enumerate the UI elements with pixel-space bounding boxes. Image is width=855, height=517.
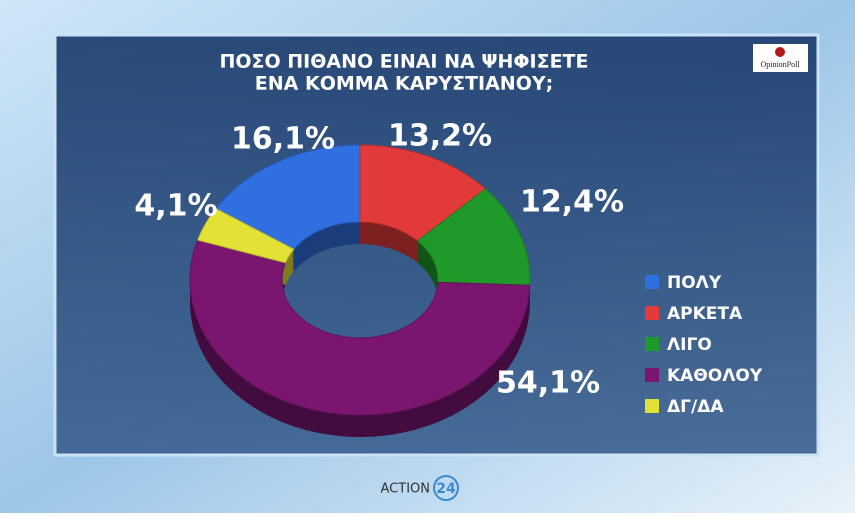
channel-ring [433, 475, 459, 501]
logo-dot [775, 47, 785, 57]
legend-swatch [645, 306, 659, 320]
legend-label: ΠΟΛΥ [667, 273, 722, 293]
legend-label: ΛΙΓΟ [667, 335, 712, 355]
data-label: 16,1% [231, 122, 335, 157]
legend-label: ΑΡΚΕΤΑ [667, 304, 743, 324]
legend-swatch [645, 399, 659, 413]
data-label: 12,4% [520, 185, 624, 220]
legend-swatch [645, 368, 659, 382]
legend-swatch [645, 275, 659, 289]
data-label: 4,1% [134, 189, 217, 224]
slice [215, 144, 361, 250]
logo: OpinionPoll [760, 60, 800, 69]
chart: 16,1% 13,2% 12,4% 54,1% 4,1% ΠΟΛΥ ΑΡΚΕΤΑ ΛΙΓΟ ΚΑ… [134, 119, 763, 438]
legend-swatch [645, 337, 659, 351]
slice [189, 239, 531, 416]
chart-title: ΕΝΑ ΚΟΜΜΑ ΚΑΡΥΣΤΙΑΝΟΥ; [255, 73, 553, 95]
channel: ACTION [381, 482, 430, 497]
chart-title: ΠΟΣΟ ΠΙΘΑΝΟ ΕΙΝΑΙ ΝΑ ΨΗΦΙΣΕΤΕ [219, 51, 588, 73]
slice [196, 207, 295, 264]
legend-label: ΚΑΘΟΛΟΥ [667, 366, 763, 386]
data-label: 13,2% [388, 119, 492, 154]
data-label: 54,1% [496, 366, 600, 401]
legend-label: ΔΓ/ΔΑ [667, 397, 724, 417]
channel-number: 24 [436, 481, 456, 497]
